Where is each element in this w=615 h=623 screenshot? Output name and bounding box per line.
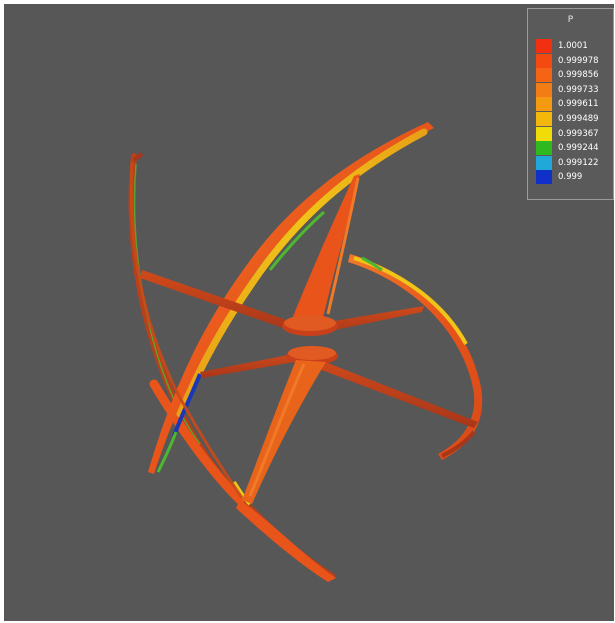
legend-entry: 0.999244 [536, 141, 614, 156]
legend-entry: 0.999978 [536, 53, 614, 68]
legend-label: 0.999 [558, 172, 583, 183]
legend-label: 0.999978 [558, 55, 599, 66]
turbine-render [128, 122, 483, 582]
legend-swatch [536, 155, 552, 170]
legend-swatch [536, 112, 552, 126]
legend-swatch [536, 170, 552, 185]
color-legend: P 1.0001 0.999978 0.999856 0.999733 0.999611… [527, 8, 614, 200]
legend-entry: 0.999611 [536, 97, 614, 112]
legend-swatch [536, 141, 552, 156]
legend-label: 1.0001 [558, 41, 588, 51]
legend-entry: 0.999367 [536, 126, 614, 141]
wing-upper [290, 174, 360, 324]
legend-label: 0.999122 [558, 157, 599, 168]
legend-swatch [536, 82, 552, 97]
legend-swatch [536, 68, 552, 83]
legend-entry: 0.999 [536, 170, 614, 185]
legend-label: 0.999367 [558, 128, 599, 139]
wing-lower [242, 360, 326, 504]
blade-front-left [129, 152, 244, 499]
legend-entry: 0.999856 [536, 68, 614, 83]
legend-label: 0.999733 [558, 84, 599, 95]
legend-label: 0.999244 [558, 143, 599, 154]
legend-swatch [536, 39, 552, 53]
legend-swatch [536, 53, 552, 68]
legend-entry: 1.0001 [536, 39, 614, 53]
legend-entry: 0.999489 [536, 112, 614, 126]
legend-entry: 0.999733 [536, 82, 614, 97]
legend-entry: 0.999122 [536, 155, 614, 170]
legend-label: 0.999611 [558, 99, 599, 110]
struts-lower [200, 346, 478, 428]
struts-upper [140, 270, 424, 336]
legend-title: P [567, 15, 574, 25]
legend-swatch [536, 126, 552, 141]
blade-front-sweep [148, 122, 434, 474]
render-viewport[interactable]: P 1.0001 0.999978 0.999856 0.999733 0.999611… [4, 4, 614, 621]
legend-swatch [536, 97, 552, 112]
legend-label: 0.999489 [558, 114, 599, 124]
legend-label: 0.999856 [558, 70, 599, 81]
blade-right [348, 254, 483, 460]
